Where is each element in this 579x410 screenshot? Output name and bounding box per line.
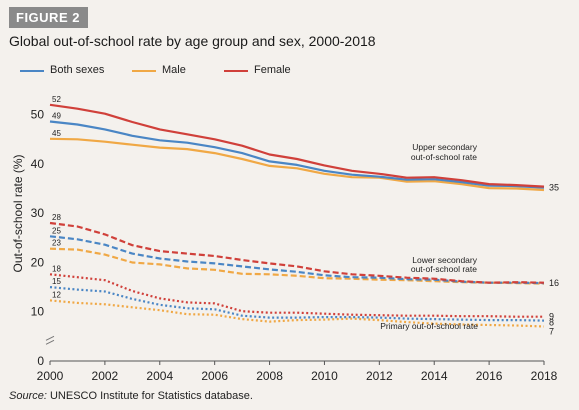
y-tick-label: 20 (31, 255, 45, 269)
chart-title: Global out-of-school rate by age group a… (9, 33, 376, 49)
start-value-label: 25 (52, 226, 61, 235)
group-label-upper-line1: Upper secondary (412, 142, 477, 152)
series-line-solid-male (49, 137, 545, 192)
x-tick-label: 2006 (201, 369, 228, 383)
start-value-label: 28 (52, 213, 61, 222)
x-tick-label: 2010 (311, 369, 338, 383)
x-tick-label: 2004 (146, 369, 173, 383)
y-tick-label: 40 (31, 157, 45, 171)
series-line-dashed-female (49, 221, 545, 284)
end-value-label: 7 (549, 327, 554, 337)
source-label: Source: (9, 390, 47, 402)
group-label-upper-line2: out-of-school rate (411, 152, 477, 162)
y-tick-label: 10 (31, 305, 45, 319)
group-label-lower-line2: out-of-school rate (411, 264, 477, 274)
x-tick-label: 2012 (366, 369, 393, 383)
x-tick-label: 2014 (421, 369, 448, 383)
x-tick-label: 2000 (37, 369, 64, 383)
source-text: UNESCO Institute for Statistics database… (46, 390, 253, 402)
legend-label-female: Female (254, 64, 291, 76)
series-line-dotted-male (49, 299, 545, 328)
start-value-label: 15 (52, 277, 61, 286)
legend-swatch-male (132, 70, 156, 72)
group-label-lower-line1: Lower secondary (412, 255, 477, 265)
y-axis-label: Out-of-school rate (%) (11, 154, 25, 272)
legend-swatch-female (224, 70, 248, 72)
y-axis-break (45, 335, 55, 345)
series-line-solid-female (49, 103, 545, 188)
end-value-label: 35 (549, 183, 559, 193)
y-tick-label: 30 (31, 206, 45, 220)
legend-swatch-both (20, 70, 44, 72)
end-value-label: 16 (549, 278, 559, 288)
x-tick-label: 2018 (531, 369, 558, 383)
series-line-solid-both (49, 120, 545, 189)
x-tick-label: 2016 (476, 369, 503, 383)
end-value-label: 9 (549, 312, 554, 322)
group-label-primary: Primary out-of-school rate (380, 321, 478, 331)
start-value-label: 52 (52, 95, 61, 104)
end-value-label: 8 (549, 318, 554, 328)
start-value-label: 12 (52, 290, 61, 299)
y-tick-label: 50 (31, 108, 45, 122)
x-tick-label: 2008 (256, 369, 283, 383)
start-value-label: 45 (52, 129, 61, 138)
figure-badge: FIGURE 2 (9, 7, 88, 28)
start-value-label: 18 (52, 264, 61, 273)
y-tick-label: 0 (37, 354, 44, 368)
series-line-dotted-both (49, 286, 545, 322)
legend-label-both: Both sexes (50, 64, 105, 76)
x-tick-label: 2002 (92, 369, 119, 383)
source-note: Source: UNESCO Institute for Statistics … (9, 390, 253, 402)
start-value-label: 49 (52, 112, 61, 121)
legend-label-male: Male (162, 64, 186, 76)
start-value-label: 23 (52, 239, 61, 248)
